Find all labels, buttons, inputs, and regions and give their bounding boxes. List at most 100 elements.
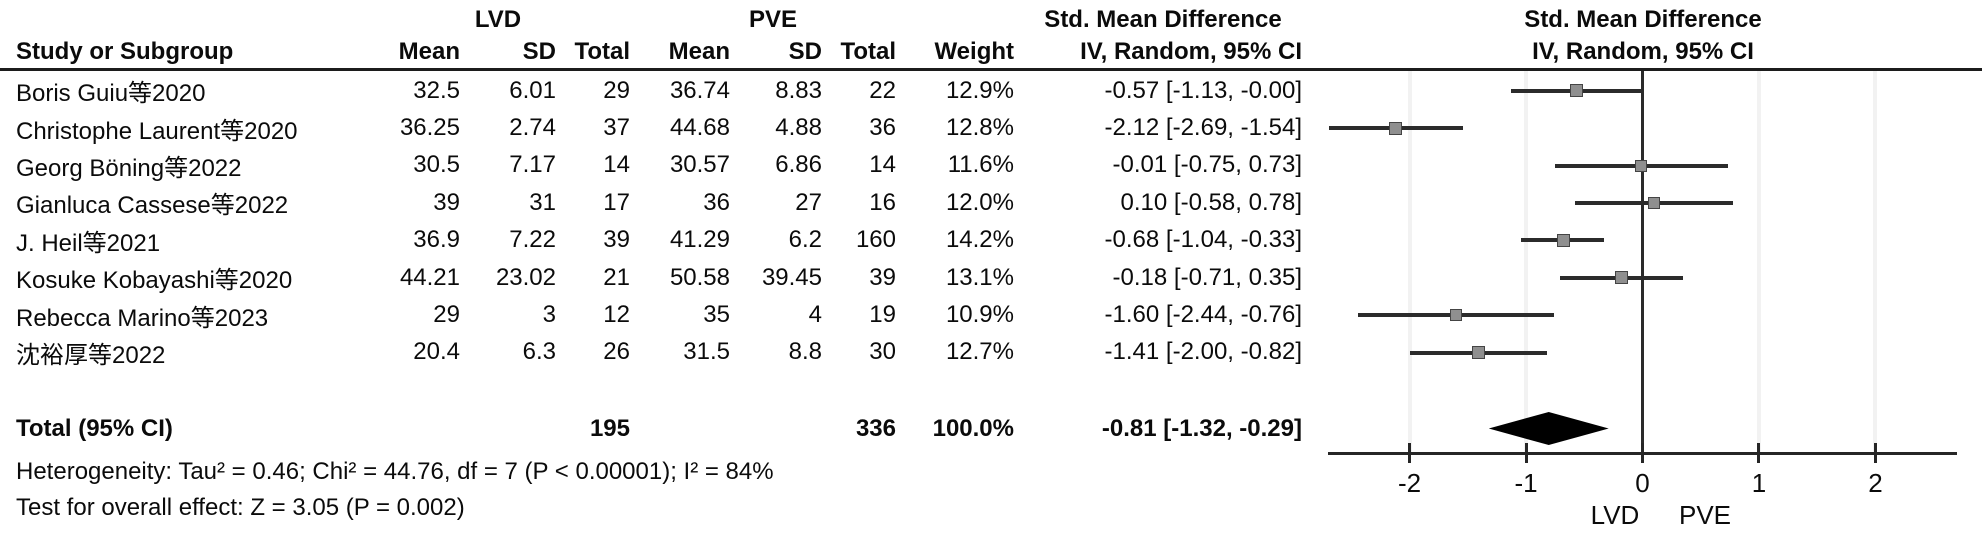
study-row-cell: 160	[855, 226, 896, 254]
effect-square	[1389, 121, 1403, 135]
study-row-cell: 14	[869, 151, 896, 179]
study-row-cell: 44.68	[669, 114, 730, 142]
study-row-cell: -0.01 [-0.75, 0.73]	[1112, 151, 1302, 179]
study-row-cell: 7.22	[509, 226, 556, 254]
study-row-cell: 12	[603, 301, 630, 329]
study-row-cell: 41.29	[669, 226, 730, 254]
column-header-cell: Total	[840, 38, 896, 65]
study-row-cell: 30.57	[669, 151, 730, 179]
study-row-cell: 6.2	[788, 226, 822, 254]
total-cell: -0.81 [-1.32, -0.29]	[1101, 414, 1302, 442]
total-row: Total (95% CI) 195 336 100.0% -0.81 [-1.32, …	[0, 410, 1302, 447]
study-row-cell: -0.18 [-0.71, 0.35]	[1112, 263, 1302, 291]
study-row-cell: 12.7%	[945, 338, 1014, 366]
study-row-cell: 31	[529, 188, 556, 216]
column-header-cell: Weight	[934, 38, 1014, 65]
effect-square	[1450, 309, 1463, 322]
study-row-cell: 31.5	[683, 338, 730, 366]
study-row-cell: 20.4	[413, 338, 460, 366]
study-row-cell: 6.3	[522, 338, 556, 366]
study-row-cell: 10.9%	[945, 301, 1014, 329]
study-row-cell: -2.12 [-2.69, -1.54]	[1104, 114, 1302, 142]
study-row-cell: 6.86	[775, 151, 822, 179]
study-row-cell: J. Heil等2021	[16, 229, 161, 257]
study-row-cell: 37	[603, 114, 630, 142]
plot-gridline	[1873, 71, 1878, 452]
study-row-cell: 19	[869, 301, 896, 329]
study-row-cell: 3	[542, 301, 556, 329]
axis-tick	[1641, 442, 1644, 463]
study-row: J. Heil等2021 36.9 7.22 39 41.29 6.2 160 14.2% -0…	[0, 222, 1302, 259]
study-rows: Boris Guiu等2020 32.5 6.01 29 36.74 8.83 22 12.9…	[0, 72, 1302, 371]
column-header-cell: Study or Subgroup	[16, 38, 234, 65]
column-header-cell: Mean	[668, 38, 730, 65]
study-row: Christophe Laurent等2020 36.25 2.74 37 44.68 4…	[0, 109, 1302, 146]
study-row-cell: 22	[869, 76, 896, 104]
study-row-cell: 27	[795, 188, 822, 216]
header-divider	[0, 68, 1982, 71]
column-header-cell: IV, Random, 95% CI	[1080, 38, 1302, 65]
study-row-cell: 39	[603, 226, 630, 254]
column-header-cell: SD	[788, 38, 822, 65]
study-row-cell: 32.5	[413, 76, 460, 104]
effect-square	[1648, 196, 1661, 209]
study-row-cell: 8.8	[788, 338, 822, 366]
study-row-cell: Rebecca Marino等2023	[16, 304, 269, 332]
plot-gridline	[1524, 71, 1529, 452]
study-row-cell: 16	[869, 188, 896, 216]
study-row-cell: 30.5	[413, 151, 460, 179]
effect-square	[1615, 271, 1629, 285]
study-row-cell: 23.02	[495, 263, 556, 291]
study-row-cell: 39.45	[761, 263, 822, 291]
axis-label-lvd: LVD	[1590, 500, 1640, 530]
study-row: 沈裕厚等2022 20.4 6.3 26 31.5 8.8 30 12.7% -1.41 [-2…	[0, 334, 1302, 371]
total-cell: Total (95% CI)	[16, 414, 173, 442]
study-row: Gianluca Cassese等2022 39 31 17 36 27 16 12.0% 0.…	[0, 184, 1302, 221]
study-row-cell: Christophe Laurent等2020	[16, 117, 298, 145]
study-row-cell: 50.58	[669, 263, 730, 291]
study-row-cell: 13.1%	[945, 263, 1014, 291]
total: Total (95% CI) 195 336 100.0% -0.81 [-1.32, …	[0, 410, 1302, 447]
smd-header-left: Std. Mean Difference	[1044, 6, 1282, 33]
study-row-cell: 26	[603, 338, 630, 366]
study-row-cell: 17	[603, 188, 630, 216]
study-row-cell: 4	[808, 301, 822, 329]
study-row-cell: -1.60 [-2.44, -0.76]	[1104, 301, 1302, 329]
study-row-cell: 8.83	[775, 76, 822, 104]
axis-tick-label: 1	[1751, 468, 1767, 498]
study-row-cell: 39	[869, 263, 896, 291]
axis-tick	[1524, 442, 1528, 463]
axis-tick-label: 0	[1635, 468, 1650, 498]
method-header-plot: IV, Random, 95% CI	[1532, 38, 1754, 65]
pooled-diamond	[1488, 412, 1609, 445]
study-row: Georg Böning等2022 30.5 7.17 14 30.57 6.86 14 11…	[0, 147, 1302, 184]
effect-square	[1569, 84, 1583, 98]
study-row-cell: Boris Guiu等2020	[16, 80, 206, 108]
column-header-cell: Mean	[398, 38, 460, 65]
effect-square	[1471, 346, 1485, 359]
axis-tick	[1873, 442, 1877, 463]
study-row-cell: 4.88	[775, 114, 822, 142]
overall-effect-text: Test for overall effect: Z = 3.05 (P = 0…	[16, 494, 465, 521]
study-row-cell: 36.9	[413, 226, 460, 254]
study-row-cell: 7.17	[509, 151, 556, 179]
axis-tick-label: 2	[1868, 468, 1883, 498]
study-row-cell: 沈裕厚等2022	[16, 341, 166, 369]
study-row-cell: 35	[703, 301, 730, 329]
study-row-cell: 11.6%	[947, 151, 1014, 179]
study-row-cell: 36	[869, 114, 896, 142]
study-row-cell: 29	[433, 301, 460, 329]
study-row-cell: Kosuke Kobayashi等2020	[16, 267, 293, 295]
study-row-cell: 6.01	[509, 76, 556, 104]
study-row-cell: -1.41 [-2.00, -0.82]	[1104, 338, 1302, 366]
smd-header-right: Std. Mean Difference	[1524, 6, 1762, 33]
axis-tick	[1408, 442, 1412, 463]
axis-tick	[1757, 442, 1761, 463]
total-cell: 100.0%	[932, 414, 1014, 442]
plot-gridline	[1756, 71, 1761, 452]
study-row-cell: 12.9%	[945, 76, 1014, 104]
study-row-cell: 14	[603, 151, 630, 179]
study-row-cell: -0.68 [-1.04, -0.33]	[1104, 226, 1302, 254]
effect-square	[1556, 233, 1570, 247]
